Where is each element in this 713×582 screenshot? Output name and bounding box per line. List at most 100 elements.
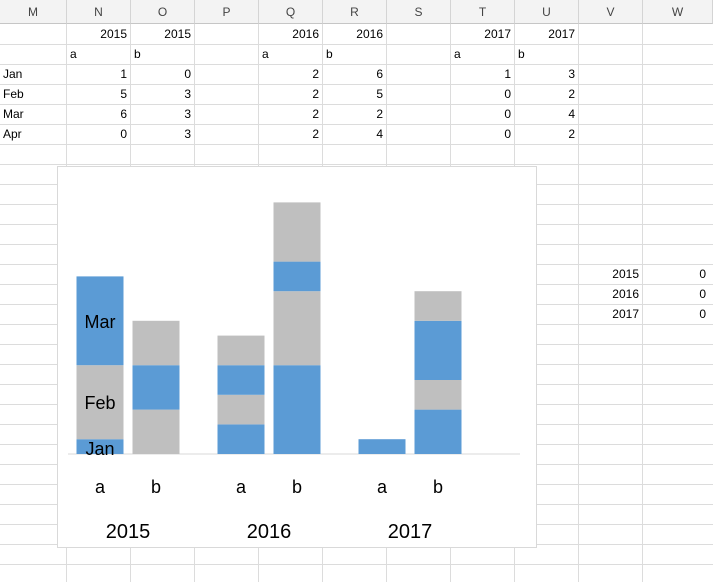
gridline [0,564,713,565]
row-label-mar[interactable]: Mar [3,107,24,121]
cell-feb-r[interactable]: 5 [376,87,383,101]
bar-2017-b-mar[interactable] [414,320,462,380]
column-header-w[interactable]: W [643,0,713,24]
cell-n1[interactable]: 2015 [100,27,127,41]
column-header-n[interactable]: N [67,0,131,24]
bar-2016-b-feb[interactable] [273,291,321,366]
cell-jan-q[interactable]: 2 [312,67,319,81]
cell-r1[interactable]: 2016 [356,27,383,41]
cell-apr-o[interactable]: 3 [184,127,191,141]
column-header-s[interactable]: S [387,0,451,24]
bar-2016-a-jan[interactable] [217,424,265,454]
cell-u2[interactable]: b [518,47,525,61]
side-value-2015[interactable]: 0 [699,267,706,281]
column-header-v[interactable]: V [579,0,643,24]
bar-2017-b-jan[interactable] [414,409,462,454]
cell-feb-n[interactable]: 5 [120,87,127,101]
cell-mar-q[interactable]: 2 [312,107,319,121]
cell-t1[interactable]: 2017 [484,27,511,41]
cell-apr-n[interactable]: 0 [120,127,127,141]
cell-t2[interactable]: a [454,47,461,61]
bar-2017-b-apr[interactable] [414,291,462,321]
cell-mar-t[interactable]: 0 [504,107,511,121]
bar-2015-b-mar[interactable] [132,365,180,410]
gridline [642,24,643,582]
bar-2016-b-apr[interactable] [273,202,321,262]
bar-2016-a-mar[interactable] [217,365,265,395]
bar-2016-b-mar[interactable] [273,261,321,292]
gridline [0,64,713,65]
cell-apr-u[interactable]: 2 [568,127,575,141]
bar-2016-a-apr[interactable] [217,335,265,366]
gridline [0,84,713,85]
x-tick-label-2016-a: a [236,477,247,497]
gridline [0,124,713,125]
bar-2017-b-feb[interactable] [414,380,462,410]
gridline [0,44,713,45]
cell-jan-r[interactable]: 6 [376,67,383,81]
cell-u1[interactable]: 2017 [548,27,575,41]
column-header-r[interactable]: R [323,0,387,24]
side-year-2016[interactable]: 2016 [612,287,639,301]
cell-r2[interactable]: b [326,47,333,61]
bar-2016-b-jan[interactable] [273,365,321,454]
cell-n2[interactable]: a [70,47,77,61]
cell-mar-o[interactable]: 3 [184,107,191,121]
cell-feb-q[interactable]: 2 [312,87,319,101]
side-year-2017[interactable]: 2017 [612,307,639,321]
cell-mar-n[interactable]: 6 [120,107,127,121]
bar-2015-a-mar[interactable] [76,276,124,366]
cell-feb-u[interactable]: 2 [568,87,575,101]
cell-q2[interactable]: a [262,47,269,61]
side-value-2016[interactable]: 0 [699,287,706,301]
cell-feb-o[interactable]: 3 [184,87,191,101]
bar-2015-a-jan[interactable] [76,439,124,454]
column-header-p[interactable]: P [195,0,259,24]
x-tick-label-2015-b: b [151,477,161,497]
column-header-q[interactable]: Q [259,0,323,24]
cell-apr-r[interactable]: 4 [376,127,383,141]
row-label-jan[interactable]: Jan [3,67,23,81]
segment-label-mar: Mar [85,312,116,332]
x-tick-label-2015-a: a [95,477,106,497]
cell-mar-r[interactable]: 2 [376,107,383,121]
bar-2017-a-jan[interactable] [358,439,406,454]
cell-jan-t[interactable]: 1 [504,67,511,81]
gridline [578,24,579,582]
bar-2015-b-feb[interactable] [132,409,180,454]
group-label-2017: 2017 [388,521,433,543]
group-label-2016: 2016 [247,521,292,543]
row-label-apr[interactable]: Apr [3,127,22,141]
bar-2015-b-apr[interactable] [132,320,180,366]
cell-jan-u[interactable]: 3 [568,67,575,81]
side-year-2015[interactable]: 2015 [612,267,639,281]
column-header-m[interactable]: M [0,0,67,24]
cell-mar-u[interactable]: 4 [568,107,575,121]
cell-apr-t[interactable]: 0 [504,127,511,141]
cell-o2[interactable]: b [134,47,141,61]
gridline [0,104,713,105]
x-tick-label-2016-b: b [292,477,302,497]
cell-jan-o[interactable]: 0 [184,67,191,81]
cell-feb-t[interactable]: 0 [504,87,511,101]
stacked-bar-chart[interactable]: a b 2015 a b 2016 a b 2017 Jan Feb Mar [57,166,537,548]
column-header-t[interactable]: T [451,0,515,24]
bar-2016-a-feb[interactable] [217,394,265,425]
cell-o1[interactable]: 2015 [164,27,191,41]
segment-label-feb: Feb [84,393,115,413]
gridline [0,164,713,165]
group-label-2015: 2015 [106,521,151,543]
column-header-u[interactable]: U [515,0,579,24]
chart-canvas: a b 2015 a b 2016 a b 2017 Jan Feb Mar [68,202,520,543]
cell-q1[interactable]: 2016 [292,27,319,41]
side-value-2017[interactable]: 0 [699,307,706,321]
gridline [0,144,713,145]
column-header-o[interactable]: O [131,0,195,24]
bar-2015-a-feb[interactable] [76,365,124,440]
segment-label-jan: Jan [85,439,114,459]
cell-jan-n[interactable]: 1 [120,67,127,81]
x-tick-label-2017-a: a [377,477,388,497]
row-label-feb[interactable]: Feb [3,87,24,101]
cell-apr-q[interactable]: 2 [312,127,319,141]
x-tick-label-2017-b: b [433,477,443,497]
